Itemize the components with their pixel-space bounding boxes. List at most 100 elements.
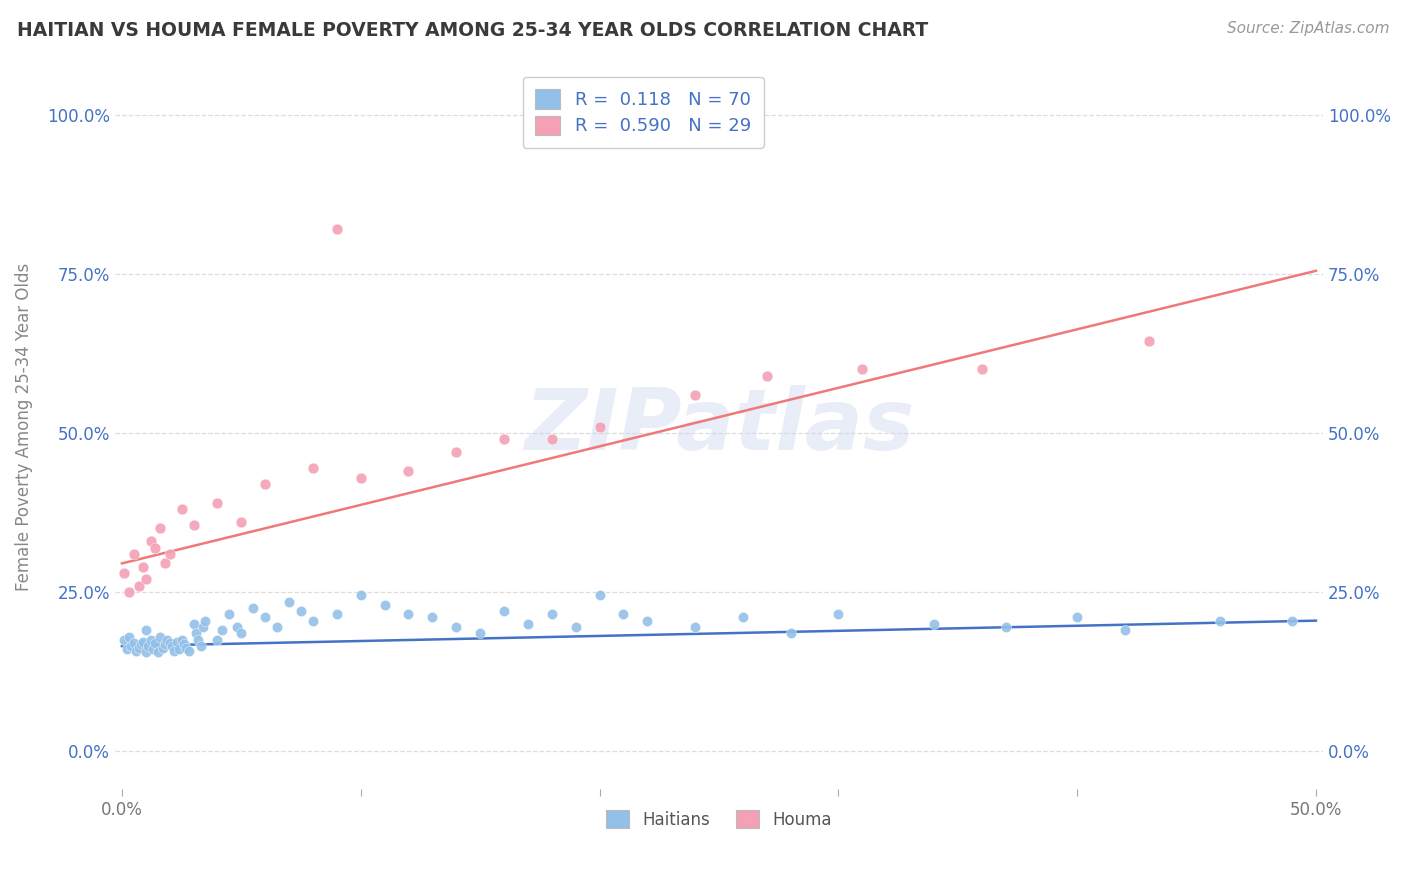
- Point: [374, 598, 396, 612]
- Point: [112, 566, 135, 580]
- Point: [254, 610, 277, 624]
- Point: [177, 643, 200, 657]
- Point: [970, 362, 993, 376]
- Point: [398, 464, 420, 478]
- Point: [755, 368, 778, 383]
- Point: [170, 502, 193, 516]
- Point: [994, 620, 1017, 634]
- Point: [683, 388, 706, 402]
- Point: [139, 632, 162, 647]
- Point: [326, 222, 349, 236]
- Text: HAITIAN VS HOUMA FEMALE POVERTY AMONG 25-34 YEAR OLDS CORRELATION CHART: HAITIAN VS HOUMA FEMALE POVERTY AMONG 25…: [17, 21, 928, 40]
- Point: [540, 607, 562, 622]
- Point: [851, 362, 873, 376]
- Point: [191, 620, 214, 634]
- Point: [156, 632, 179, 647]
- Point: [122, 636, 145, 650]
- Point: [112, 632, 135, 647]
- Point: [446, 620, 468, 634]
- Point: [176, 640, 198, 655]
- Point: [152, 640, 174, 655]
- Point: [166, 634, 188, 648]
- Point: [187, 632, 209, 647]
- Point: [636, 614, 658, 628]
- Point: [160, 639, 183, 653]
- Point: [136, 639, 159, 653]
- Point: [922, 616, 945, 631]
- Point: [163, 643, 186, 657]
- Point: [326, 607, 349, 622]
- Point: [143, 636, 166, 650]
- Point: [139, 534, 162, 549]
- Point: [1209, 614, 1232, 628]
- Point: [115, 642, 138, 657]
- Point: [254, 476, 277, 491]
- Point: [398, 607, 420, 622]
- Point: [146, 645, 169, 659]
- Point: [135, 623, 157, 637]
- Point: [173, 637, 195, 651]
- Point: [1066, 610, 1088, 624]
- Point: [149, 630, 172, 644]
- Point: [132, 559, 155, 574]
- Point: [129, 637, 152, 651]
- Point: [231, 515, 253, 529]
- Point: [118, 630, 141, 644]
- Point: [266, 620, 288, 634]
- Point: [278, 594, 301, 608]
- Text: Source: ZipAtlas.com: Source: ZipAtlas.com: [1226, 21, 1389, 37]
- Point: [183, 616, 205, 631]
- Point: [302, 614, 325, 628]
- Point: [588, 419, 610, 434]
- Point: [211, 623, 233, 637]
- Point: [121, 639, 143, 653]
- Point: [170, 632, 193, 647]
- Point: [122, 547, 145, 561]
- Point: [779, 626, 801, 640]
- Point: [142, 642, 165, 657]
- Point: [225, 620, 247, 634]
- Point: [184, 626, 207, 640]
- Point: [612, 607, 634, 622]
- Point: [167, 642, 190, 657]
- Point: [350, 588, 373, 602]
- Point: [125, 643, 148, 657]
- Point: [194, 614, 217, 628]
- Point: [149, 521, 172, 535]
- Point: [588, 588, 610, 602]
- Point: [135, 572, 157, 586]
- Point: [1137, 334, 1160, 348]
- Point: [143, 541, 166, 555]
- Point: [540, 433, 562, 447]
- Y-axis label: Female Poverty Among 25-34 Year Olds: Female Poverty Among 25-34 Year Olds: [15, 262, 32, 591]
- Legend: Haitians, Houma: Haitians, Houma: [599, 804, 838, 835]
- Point: [118, 585, 141, 599]
- Point: [827, 607, 849, 622]
- Point: [516, 616, 538, 631]
- Point: [132, 634, 155, 648]
- Point: [153, 637, 176, 651]
- Point: [422, 610, 444, 624]
- Text: ZIPatlas: ZIPatlas: [524, 385, 914, 468]
- Point: [231, 626, 253, 640]
- Point: [128, 579, 150, 593]
- Point: [302, 461, 325, 475]
- Point: [731, 610, 754, 624]
- Point: [135, 645, 157, 659]
- Point: [218, 607, 240, 622]
- Point: [1281, 614, 1303, 628]
- Point: [159, 547, 181, 561]
- Point: [564, 620, 586, 634]
- Point: [446, 445, 468, 459]
- Point: [1114, 623, 1136, 637]
- Point: [159, 636, 181, 650]
- Point: [128, 640, 150, 655]
- Point: [153, 557, 176, 571]
- Point: [242, 601, 264, 615]
- Point: [350, 470, 373, 484]
- Point: [290, 604, 312, 618]
- Point: [468, 626, 491, 640]
- Point: [190, 639, 212, 653]
- Point: [492, 433, 515, 447]
- Point: [183, 518, 205, 533]
